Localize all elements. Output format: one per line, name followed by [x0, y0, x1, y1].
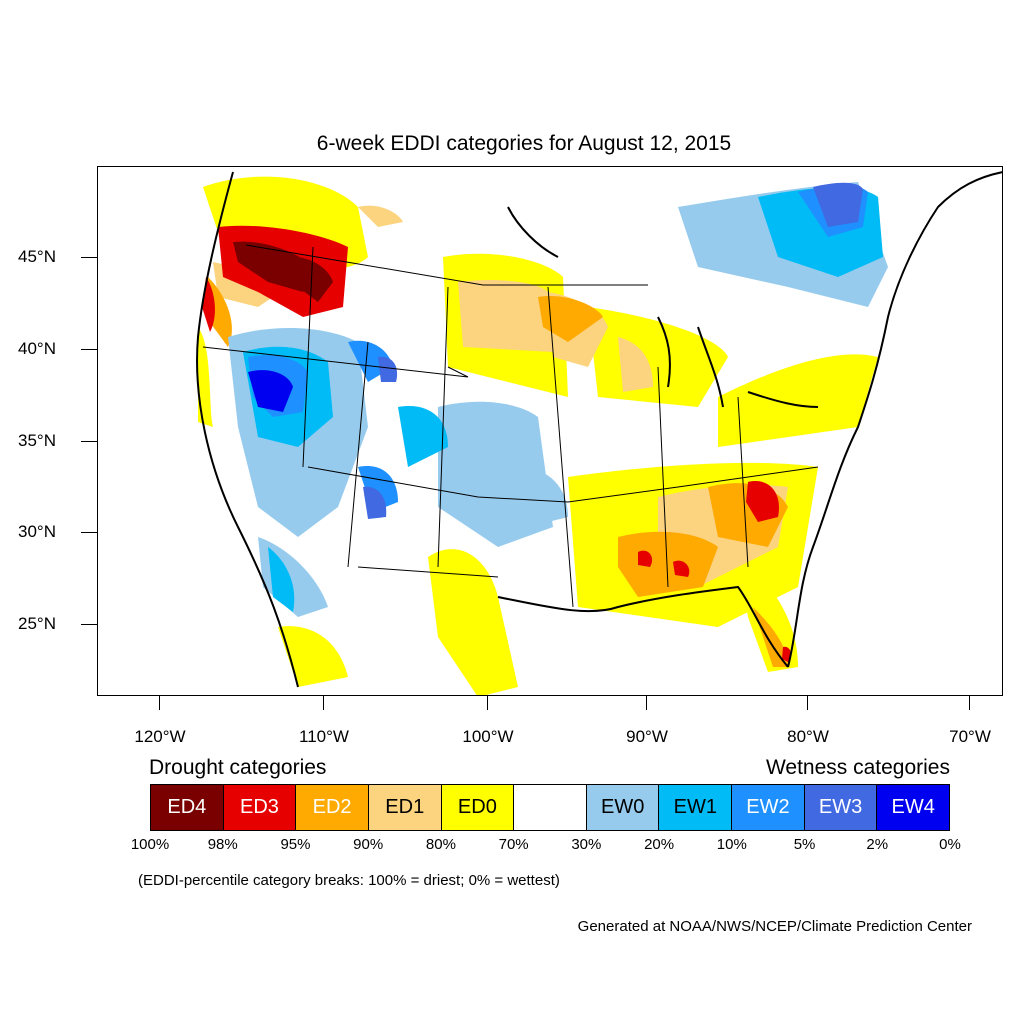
percentile-note: (EDDI-percentile category breaks: 100% =… — [138, 872, 560, 889]
legend-swatch-ed0: ED0 — [441, 785, 515, 830]
wetness-heading: Wetness categories — [765, 756, 950, 779]
break-label: 10% — [716, 836, 747, 853]
break-label: 20% — [644, 836, 675, 853]
ed4-regions — [233, 241, 333, 302]
break-label: 5% — [793, 836, 816, 853]
legend-swatch-ew4: EW4 — [877, 785, 950, 830]
lon-tick-120 — [159, 696, 160, 710]
lat-tick-40 — [81, 349, 97, 350]
state-boundaries — [202, 244, 819, 608]
lon-tick-110 — [323, 696, 324, 710]
lon-label-100: 100°W — [462, 727, 514, 746]
legend-swatch-neutral — [514, 785, 587, 830]
lat-label-35: 35°N — [18, 431, 56, 450]
category-legend: ED4 ED3 ED2 ED1 ED0 EW0 EW1 EW2 EW3 EW4 — [150, 784, 950, 831]
map-title: 6-week EDDI categories for August 12, 20… — [316, 132, 732, 155]
lat-label-45: 45°N — [18, 247, 56, 266]
break-label: 70% — [498, 836, 529, 853]
ew3-regions — [363, 182, 863, 519]
drought-heading: Drought categories — [149, 756, 327, 779]
break-label: 98% — [207, 836, 238, 853]
coastline — [196, 171, 1002, 688]
lon-label-110: 110°W — [299, 727, 349, 746]
lon-label-80: 80°W — [787, 727, 829, 746]
lat-tick-25 — [81, 624, 97, 625]
break-label: 100% — [130, 836, 170, 853]
legend-swatch-ew1: EW1 — [659, 785, 733, 830]
break-label: 95% — [280, 836, 311, 853]
ew4-regions — [248, 370, 293, 412]
break-label: 0% — [939, 836, 961, 853]
credit-line: Generated at NOAA/NWS/NCEP/Climate Predi… — [577, 918, 972, 935]
legend-swatch-ed1: ED1 — [368, 785, 442, 830]
lat-tick-35 — [81, 441, 97, 442]
map-panel — [97, 166, 1003, 696]
lon-label-90: 90°W — [626, 727, 668, 746]
break-label: 30% — [571, 836, 602, 853]
lon-tick-100 — [487, 696, 488, 710]
lon-label-120: 120°W — [134, 727, 186, 746]
lon-tick-70 — [969, 696, 970, 710]
lat-tick-45 — [81, 257, 97, 258]
break-label: 2% — [866, 836, 889, 853]
legend-swatch-ew2: EW2 — [732, 785, 805, 830]
lon-tick-80 — [807, 696, 808, 710]
lon-tick-90 — [646, 696, 647, 710]
eddi-map — [196, 171, 1002, 695]
lon-label-70: 70°W — [949, 727, 991, 746]
legend-swatch-ed4: ED4 — [151, 785, 224, 830]
legend-swatch-ew0: EW0 — [586, 785, 660, 830]
lat-tick-30 — [81, 532, 97, 533]
legend-swatch-ed2: ED2 — [296, 785, 369, 830]
break-label: 90% — [353, 836, 384, 853]
break-label: 80% — [425, 836, 456, 853]
legend-swatch-ed3: ED3 — [223, 785, 297, 830]
legend-swatch-ew3: EW3 — [804, 785, 878, 830]
lat-label-30: 30°N — [18, 522, 56, 541]
lat-label-25: 25°N — [18, 614, 56, 633]
lat-label-40: 40°N — [18, 339, 56, 358]
